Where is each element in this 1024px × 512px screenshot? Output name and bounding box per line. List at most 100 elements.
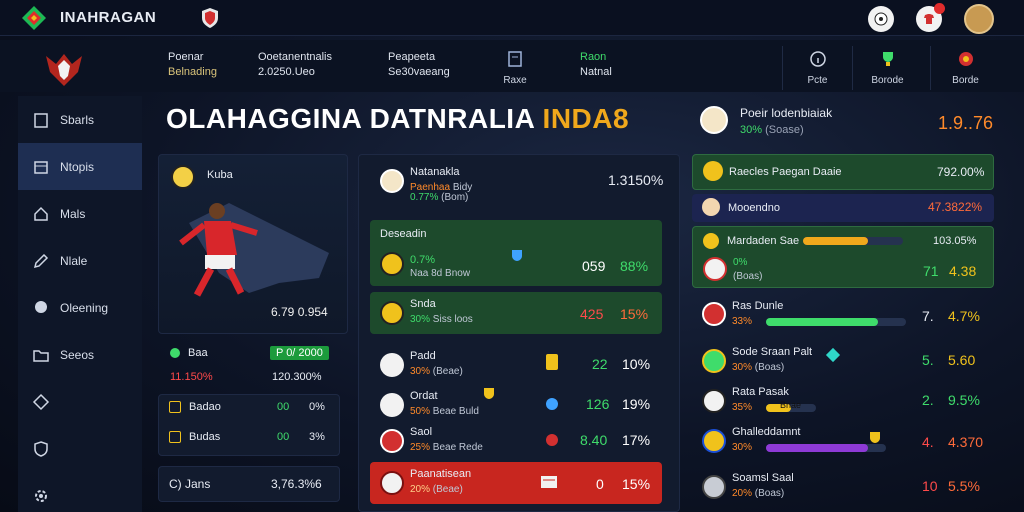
middle-row-3[interactable]: Padd 30% (Beae) 22 10%: [370, 344, 662, 384]
trophy-small-icon: [169, 431, 181, 443]
jersey-icon: [924, 14, 934, 24]
sidebar-item-shield[interactable]: [18, 425, 142, 472]
club-badge-icon: [703, 233, 719, 249]
flag-icon: [541, 476, 557, 488]
club-badge-icon: [702, 475, 726, 499]
info-icon: [809, 51, 826, 67]
raxe-button[interactable]: Raxe: [480, 46, 550, 90]
club-badge-icon: [380, 471, 404, 495]
club-badge-icon: [380, 353, 404, 377]
sidebar-item-nlale[interactable]: Nlale: [18, 237, 142, 284]
profile-score: 1.9..76: [938, 113, 994, 133]
middle-row-6[interactable]: Paanatisean 20% (Beae) 0 15%: [370, 462, 662, 504]
top-bar: INAHRAGAN: [0, 0, 1024, 36]
chat-icon: [35, 300, 47, 313]
sidebar-item-sbarls[interactable]: Sbarls: [18, 96, 142, 143]
trophy-icon: [512, 250, 522, 261]
eagle-crest-icon: [46, 54, 82, 86]
sidebar-item-gear[interactable]: [18, 472, 142, 512]
soccer-ball-button[interactable]: [868, 6, 894, 32]
trophy-icon: [870, 432, 880, 443]
club-badge-icon: [703, 161, 723, 181]
progress-bar: [766, 318, 906, 326]
right-row-1[interactable]: Raecles Paegan Daaie 792.00%: [692, 154, 994, 190]
trophy-icon: [882, 52, 893, 66]
club-badge-icon: [702, 198, 720, 216]
middle-row-4[interactable]: Ordat 50% Beae Buld 126 19%: [370, 384, 662, 424]
right-row-5[interactable]: Sode Sraan Palt 30% (Boas) 5. 5.60: [692, 340, 994, 380]
middle-row-1[interactable]: Deseadin 0.7% Naa 8d Bnow 059 88%: [370, 220, 662, 286]
stat-2: Ooetanentnalis 2.0250.Ueo: [258, 51, 332, 78]
sidebar-item-mals[interactable]: Mals: [18, 190, 142, 237]
gem-icon: [825, 347, 841, 363]
app-logo-icon[interactable]: [20, 4, 48, 32]
user-avatar[interactable]: [964, 4, 994, 34]
club-badge-icon: [380, 429, 404, 453]
app-title: INAHRAGAN: [60, 9, 157, 26]
dot-icon: [546, 398, 558, 410]
stat-3: Peapeeta Se30vaeang: [388, 51, 450, 78]
stat-4: Raon Natnal: [580, 51, 612, 78]
right-row-8[interactable]: Soamsl Saal 20% (Boas) 10 5.5%: [692, 466, 994, 506]
club-badge-icon: [702, 429, 726, 453]
sidebar-item-settings-7[interactable]: [18, 378, 142, 425]
stat-row-jans[interactable]: C) Jans 3,76.3%6: [158, 466, 340, 502]
shield-outline-icon: [34, 440, 48, 457]
club-badge-icon: [702, 302, 726, 326]
middle-row-2[interactable]: Snda 30% Siss loos 425 15%: [370, 292, 662, 334]
player-hero-card[interactable]: Kuba 6.79 0.954: [158, 154, 348, 334]
middle-row-5[interactable]: Saol 25% Beae Rede 8.40 17%: [370, 420, 662, 460]
page-title: OLAHAGGINA DATNRALIA INDA8: [166, 103, 630, 134]
calendar-icon: [34, 160, 48, 174]
medal-icon: [546, 354, 558, 370]
borode-button[interactable]: Borode: [852, 46, 922, 90]
club-badge-icon: [380, 393, 404, 417]
right-row-3[interactable]: Mardaden Sae 103.05% 0% (Boas) 71 4.38: [692, 226, 994, 288]
notifications-button[interactable]: [916, 3, 945, 32]
soccer-ball-icon: [874, 12, 888, 26]
player-avatar: [380, 169, 404, 193]
progress-bar: [766, 444, 886, 452]
progress-fill: [766, 444, 868, 452]
middle-top-card[interactable]: Natanakla Paenhaa Bidy 0.77% (Bom) 1.315…: [370, 160, 670, 203]
stat-row-baa[interactable]: Baa P 0/ 2000: [158, 346, 340, 366]
right-row-6[interactable]: Rata Pasak 35% Bnae 2. 9.5%: [692, 380, 994, 420]
sidebar: Sbarls Ntopis Mals Nlale Oleening Seeos: [18, 96, 142, 512]
progress-bar: [766, 404, 816, 412]
notification-dot: [934, 3, 945, 14]
right-row-2[interactable]: Mooendno 47.3822%: [692, 194, 994, 222]
profile-avatar: [700, 106, 728, 134]
pcte-button[interactable]: Pcte: [782, 46, 852, 90]
home-icon: [34, 206, 48, 221]
stat-row-percent[interactable]: 11.150% 120.300%: [170, 371, 322, 383]
club-badge-icon: [702, 349, 726, 373]
clipboard-icon: [34, 112, 48, 128]
right-row-4[interactable]: Ras Dunle 33% 7. 4.7%: [692, 294, 994, 338]
green-dot-icon: [170, 348, 180, 358]
stat-1: Poenar Belnading: [168, 51, 217, 78]
sidebar-item-oleening[interactable]: Oleening: [18, 284, 142, 331]
progress-fill: [766, 404, 791, 412]
dot-icon: [546, 434, 558, 446]
borde-button[interactable]: Borde: [930, 46, 1000, 90]
club-badge-icon: [171, 165, 195, 189]
badge-icon: [32, 393, 50, 410]
club-badge-icon: [380, 301, 404, 325]
club-badge-icon: [703, 257, 727, 281]
sidebar-item-ntopis[interactable]: Ntopis: [18, 143, 142, 190]
stats-bar: Poenar Belnading Ooetanentnalis 2.0250.U…: [0, 40, 1024, 92]
right-row-7[interactable]: Ghalleddamnt 30% 4. 4.370: [692, 420, 994, 462]
folder-icon: [33, 349, 49, 362]
gear-icon: [35, 489, 47, 502]
progress-fill: [766, 318, 878, 326]
player-illustration-icon: [179, 203, 329, 297]
club-badge-icon: [380, 252, 404, 276]
shield-icon[interactable]: [200, 7, 220, 29]
document-icon: [508, 51, 522, 67]
crest-icon: [958, 52, 973, 66]
trophy-icon: [484, 388, 494, 399]
progress-bar: [803, 237, 903, 245]
sidebar-item-seeos[interactable]: Seeos: [18, 331, 142, 378]
progress-fill: [803, 237, 868, 245]
trophy-small-icon: [169, 401, 181, 413]
